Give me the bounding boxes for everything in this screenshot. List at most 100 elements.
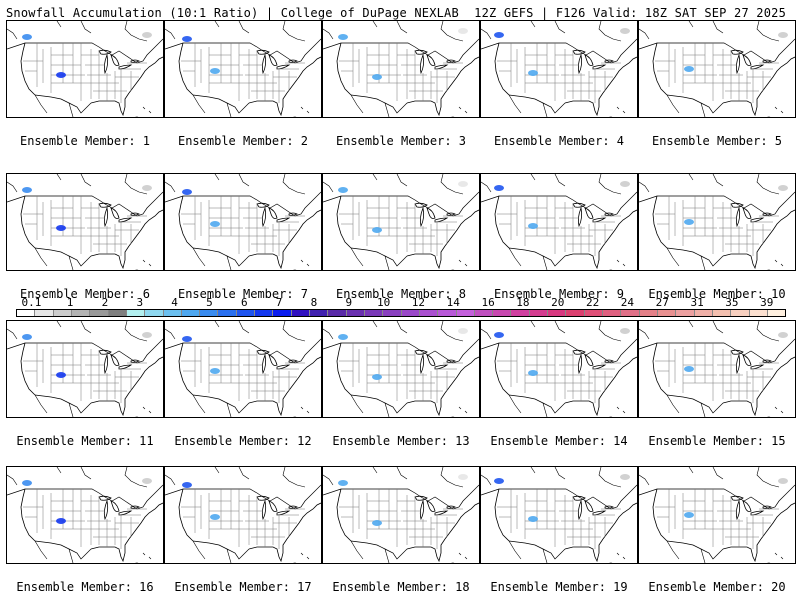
colorbar-swatch: [90, 310, 109, 316]
colorbar-swatch: [584, 310, 603, 316]
member-label: Ensemble Member: 9: [493, 287, 625, 301]
colorbar-tick-label: 7: [275, 296, 283, 309]
colorbar-tick-label: 22: [585, 296, 600, 309]
member-label: Ensemble Member: 18: [332, 580, 470, 594]
map-panel-member-20: [638, 466, 796, 564]
member-label: Ensemble Member: 3: [335, 134, 467, 148]
snowfall-colorbar: [16, 309, 786, 317]
colorbar-tick-label: 4: [171, 296, 178, 309]
colorbar-tick-label: 16: [481, 296, 495, 309]
colorbar-swatch: [676, 310, 695, 316]
map-panel-member-13: [322, 320, 480, 418]
chart-title: Snowfall Accumulation (10:1 Ratio) | Col…: [6, 6, 459, 20]
member-label: Ensemble Member: 12: [174, 434, 312, 448]
map-panel-member-15: [638, 320, 796, 418]
colorbar-tick-label: 39: [760, 296, 774, 309]
map-panel-member-10: [638, 173, 796, 271]
member-label: Ensemble Member: 14: [490, 434, 628, 448]
colorbar-tick-label: 27: [655, 296, 669, 309]
colorbar-swatch: [694, 310, 713, 316]
colorbar-swatch: [548, 310, 567, 316]
colorbar-tick-label: 2: [101, 296, 109, 309]
map-panel-member-2: [164, 20, 322, 118]
colorbar-tick-label: 10: [376, 296, 391, 309]
colorbar-swatch: [35, 310, 54, 316]
member-label: Ensemble Member: 1: [19, 134, 151, 148]
colorbar-swatch: [456, 310, 475, 316]
colorbar-tick-label: 24: [620, 296, 635, 309]
member-label: Ensemble Member: 15: [648, 434, 786, 448]
member-label: Ensemble Member: 6: [19, 287, 151, 301]
colorbar-tick-label: 31: [690, 296, 704, 309]
map-panel-member-11: [6, 320, 164, 418]
colorbar-swatch: [401, 310, 420, 316]
colorbar-swatch: [273, 310, 292, 316]
colorbar-swatch: [17, 310, 36, 316]
run-info: 12Z GEFS | F126 Valid: 18Z SAT SEP 27 20…: [474, 6, 786, 20]
member-label: Ensemble Member: 16: [16, 580, 154, 594]
colorbar-swatch: [419, 310, 439, 316]
colorbar-tick-label: 6: [240, 296, 248, 309]
colorbar-swatch: [438, 310, 457, 316]
map-panel-member-17: [164, 466, 322, 564]
map-panel-member-16: [6, 466, 164, 564]
member-label: Ensemble Member: 4: [493, 134, 625, 148]
colorbar-swatch: [731, 310, 750, 316]
map-panel-member-4: [480, 20, 638, 118]
map-panel-member-14: [480, 320, 638, 418]
colorbar-swatch: [511, 310, 530, 316]
colorbar-swatch: [53, 310, 72, 316]
member-label: Ensemble Member: 7: [177, 287, 309, 301]
colorbar-swatch: [255, 310, 274, 316]
member-label: Ensemble Member: 17: [174, 580, 312, 594]
member-label: Ensemble Member: 10: [648, 287, 786, 301]
colorbar-swatch: [108, 310, 127, 316]
colorbar-swatch: [529, 310, 549, 316]
colorbar-swatch: [181, 310, 201, 316]
colorbar-tick-label: 12: [411, 296, 426, 309]
colorbar-tick-label: 3: [136, 296, 144, 309]
colorbar-tick-label: 14: [446, 296, 460, 309]
colorbar-swatch: [621, 310, 640, 316]
colorbar-swatch: [603, 310, 622, 316]
colorbar-tick-label: 1: [66, 296, 74, 309]
colorbar-swatch: [346, 310, 365, 316]
colorbar-tick-label: 8: [310, 296, 318, 309]
colorbar-swatch: [163, 310, 182, 316]
map-panel-member-5: [638, 20, 796, 118]
member-label: Ensemble Member: 13: [332, 434, 470, 448]
map-panel-member-1: [6, 20, 164, 118]
colorbar-swatch: [71, 310, 91, 316]
colorbar-labels: 0.1 1 2 3 4 5 6 7 8 9 10 12 14 16 18 20 22 24 27 31 35 39: [16, 296, 786, 309]
colorbar-swatch: [767, 310, 786, 316]
member-label: Ensemble Member: 2: [177, 134, 309, 148]
colorbar-swatch: [749, 310, 768, 316]
map-panel-member-19: [480, 466, 638, 564]
member-label: Ensemble Member: 20: [648, 580, 786, 594]
colorbar-swatch: [364, 310, 384, 316]
map-panel-member-6: [6, 173, 164, 271]
colorbar-swatch: [566, 310, 585, 316]
member-label: Ensemble Member: 5: [651, 134, 783, 148]
colorbar-swatch: [310, 310, 329, 316]
colorbar-tick-label: 20: [551, 296, 565, 309]
member-label: Ensemble Member: 11: [16, 434, 154, 448]
colorbar-swatch: [145, 310, 164, 316]
colorbar-tick-label: 5: [206, 296, 213, 309]
colorbar-swatch: [328, 310, 347, 316]
colorbar-swatch: [639, 310, 658, 316]
colorbar-tick-label: 9: [345, 296, 353, 309]
colorbar-swatch: [236, 310, 256, 316]
colorbar-swatch: [493, 310, 512, 316]
map-panel-member-7: [164, 173, 322, 271]
colorbar-swatch: [383, 310, 402, 316]
map-panel-member-18: [322, 466, 480, 564]
colorbar-swatch: [218, 310, 237, 316]
colorbar-swatch: [126, 310, 146, 316]
map-panel-member-12: [164, 320, 322, 418]
colorbar-swatch: [291, 310, 310, 316]
colorbar-swatch: [712, 310, 732, 316]
colorbar-tick-label: 18: [516, 296, 530, 309]
colorbar-tick-label: 0.1: [21, 296, 42, 309]
colorbar-swatch: [474, 310, 494, 316]
